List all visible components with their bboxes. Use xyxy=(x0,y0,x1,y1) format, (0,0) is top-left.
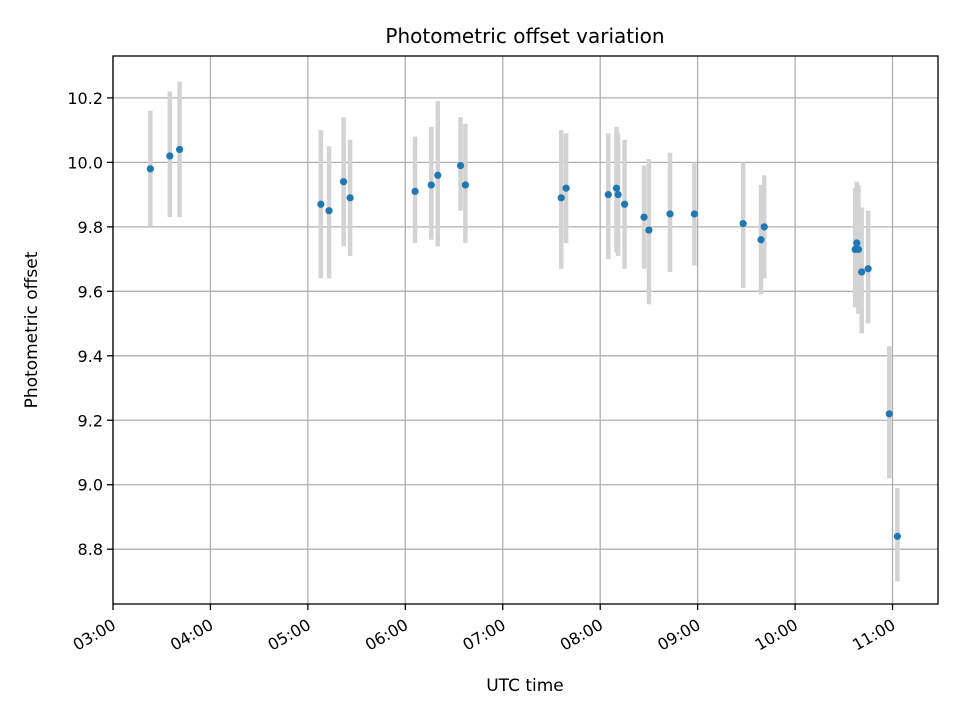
y-tick-label: 8.8 xyxy=(78,540,103,559)
data-point xyxy=(854,245,863,254)
y-axis-title: Photometric offset xyxy=(22,251,42,408)
data-point xyxy=(175,145,184,154)
data-point xyxy=(893,532,901,540)
y-tick-label: 10.2 xyxy=(67,89,103,108)
data-point xyxy=(427,181,435,189)
data-point xyxy=(885,410,893,418)
data-point xyxy=(604,191,612,199)
data-point xyxy=(853,239,861,247)
y-tick-label: 9.6 xyxy=(78,282,103,301)
data-point xyxy=(620,200,629,208)
data-point xyxy=(340,178,348,186)
x-axis-title: UTC time xyxy=(486,676,564,696)
data-point xyxy=(757,236,765,244)
grid-layer xyxy=(112,56,938,604)
data-point xyxy=(858,268,866,276)
y-tick-label: 9.8 xyxy=(78,218,103,237)
y-tick-label: 10.0 xyxy=(67,153,103,172)
data-point xyxy=(146,165,154,173)
data-point xyxy=(640,213,648,221)
chart-title: Photometric offset variation xyxy=(385,24,664,48)
data-point xyxy=(739,220,747,228)
data-point xyxy=(325,207,333,215)
data-point xyxy=(346,194,354,202)
data-point xyxy=(562,184,570,192)
data-point xyxy=(614,191,622,199)
data-point xyxy=(666,210,674,218)
y-tick-label: 9.0 xyxy=(78,476,103,495)
data-point xyxy=(690,210,698,218)
data-point xyxy=(557,194,565,202)
data-point xyxy=(411,187,419,195)
data-point xyxy=(645,226,653,234)
data-point xyxy=(864,265,872,273)
data-point xyxy=(612,184,621,192)
data-point xyxy=(317,200,325,208)
plot-frame xyxy=(112,55,939,605)
data-point xyxy=(166,152,174,160)
data-point xyxy=(461,181,470,189)
point-layer xyxy=(146,145,901,540)
data-point xyxy=(456,162,465,170)
y-tick-label: 9.4 xyxy=(78,347,103,366)
data-point xyxy=(434,171,442,179)
data-point xyxy=(760,223,768,231)
y-tick-label: 9.2 xyxy=(78,411,103,430)
